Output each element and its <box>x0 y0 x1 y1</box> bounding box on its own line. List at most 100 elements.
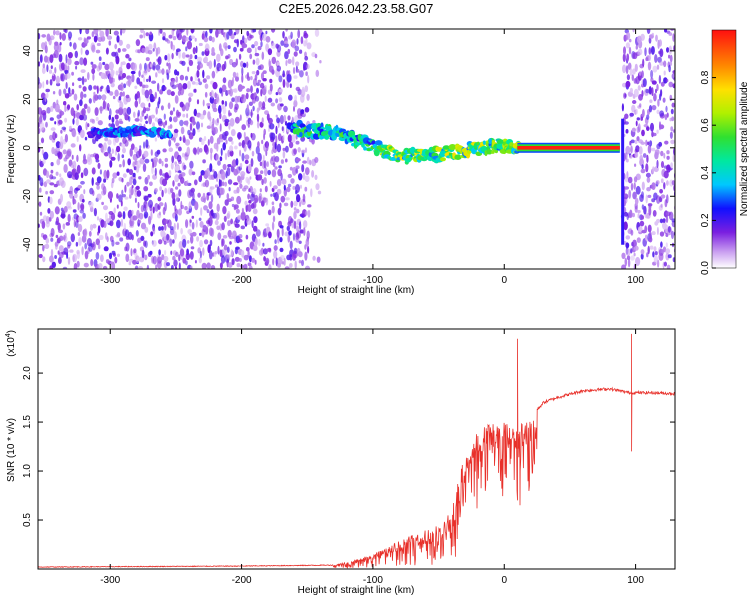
noise-cell <box>49 79 53 86</box>
noise-cell <box>46 64 49 73</box>
noise-cell <box>279 225 284 229</box>
noise-cell <box>155 106 158 115</box>
noise-cell <box>206 102 211 107</box>
noise-cell <box>157 56 162 65</box>
noise-cell <box>38 253 43 259</box>
noise-cell <box>214 219 219 226</box>
noise-cell <box>120 218 124 227</box>
noise-cell <box>287 58 292 64</box>
noise-cell <box>49 117 54 121</box>
noise-cell <box>276 44 282 53</box>
noise-cell <box>171 192 176 200</box>
noise-cell <box>300 36 304 45</box>
noise-cell <box>284 231 290 237</box>
noise-cell <box>144 62 147 72</box>
noise-cell <box>272 162 276 168</box>
noise-cell <box>676 223 679 232</box>
noise-cell <box>287 115 291 121</box>
noise-cell <box>139 145 142 149</box>
noise-cell <box>97 263 103 269</box>
noise-cell <box>279 202 282 209</box>
noise-cell <box>279 114 284 125</box>
noise-cell <box>151 80 157 84</box>
noise-cell <box>256 82 260 86</box>
noise-cell <box>172 107 175 112</box>
noise-cell <box>640 33 645 41</box>
noise-cell <box>633 245 639 251</box>
noise-cell <box>49 210 55 219</box>
noise-cell <box>203 136 207 141</box>
noise-cell <box>121 154 125 159</box>
noise-cell <box>83 57 88 66</box>
noise-cell <box>146 203 149 211</box>
noise-cell <box>227 229 232 238</box>
noise-cell <box>281 126 284 132</box>
noise-cell <box>656 129 659 134</box>
noise-cell <box>178 146 182 152</box>
noise-cell <box>265 223 270 227</box>
y-tick-label: 40 <box>22 45 33 57</box>
x-tick-label: 100 <box>627 575 644 586</box>
noise-cell <box>140 102 146 108</box>
noise-cell <box>179 101 184 108</box>
noise-cell <box>284 266 290 269</box>
noise-cell <box>648 37 652 44</box>
noise-cell <box>222 142 226 151</box>
noise-cell <box>246 104 249 111</box>
noise-cell <box>96 184 100 190</box>
noise-cell <box>87 123 90 128</box>
noise-cell <box>169 238 173 247</box>
noise-cell <box>132 178 137 186</box>
noise-cell <box>249 176 252 180</box>
noise-cell <box>251 220 254 228</box>
noise-cell <box>83 262 89 268</box>
noise-cell <box>224 60 227 70</box>
noise-cell <box>204 43 210 52</box>
noise-cell <box>304 51 307 58</box>
noise-cell <box>154 91 157 99</box>
noise-cell <box>284 120 288 126</box>
noise-cell <box>206 262 211 269</box>
y-tick-label: 2.0 <box>22 366 33 380</box>
noise-cell <box>111 177 115 184</box>
noise-cell <box>105 29 109 37</box>
noise-cell <box>670 108 674 115</box>
noise-cell <box>163 255 169 262</box>
edge-streak <box>621 118 625 245</box>
noise-cell <box>626 31 631 40</box>
noise-cell <box>47 56 50 64</box>
noise-cell <box>153 157 158 164</box>
noise-cell <box>65 54 68 64</box>
noise-cell <box>305 38 308 45</box>
noise-cell <box>122 107 128 117</box>
noise-cell <box>208 217 213 227</box>
noise-cell <box>75 118 79 126</box>
noise-cell <box>665 248 671 255</box>
noise-cell <box>660 89 663 97</box>
noise-cell <box>196 236 200 242</box>
snr-y-label: SNR (10 * v/v) <box>6 418 17 482</box>
noise-cell <box>140 222 147 230</box>
noise-cell <box>130 187 134 196</box>
noise-cell <box>651 182 656 191</box>
noise-cell <box>671 102 675 108</box>
signal-cell <box>494 149 499 154</box>
noise-cell <box>75 241 79 247</box>
noise-cell <box>93 207 97 217</box>
noise-cell <box>295 168 299 174</box>
chart-title: C2E5.2026.042.23.58.G07 <box>279 1 434 16</box>
noise-cell <box>129 148 133 157</box>
noise-cell <box>98 29 102 32</box>
signal-cell <box>490 150 495 154</box>
noise-cell <box>180 126 185 135</box>
noise-cell <box>268 247 272 253</box>
noise-cell <box>138 176 142 180</box>
noise-cell <box>210 194 214 203</box>
noise-cell <box>200 207 203 216</box>
noise-cell <box>247 178 251 185</box>
noise-cell <box>306 42 312 50</box>
noise-cell <box>80 172 84 179</box>
noise-cell <box>64 232 67 239</box>
noise-cell <box>228 109 231 117</box>
snr-frame <box>37 328 676 570</box>
